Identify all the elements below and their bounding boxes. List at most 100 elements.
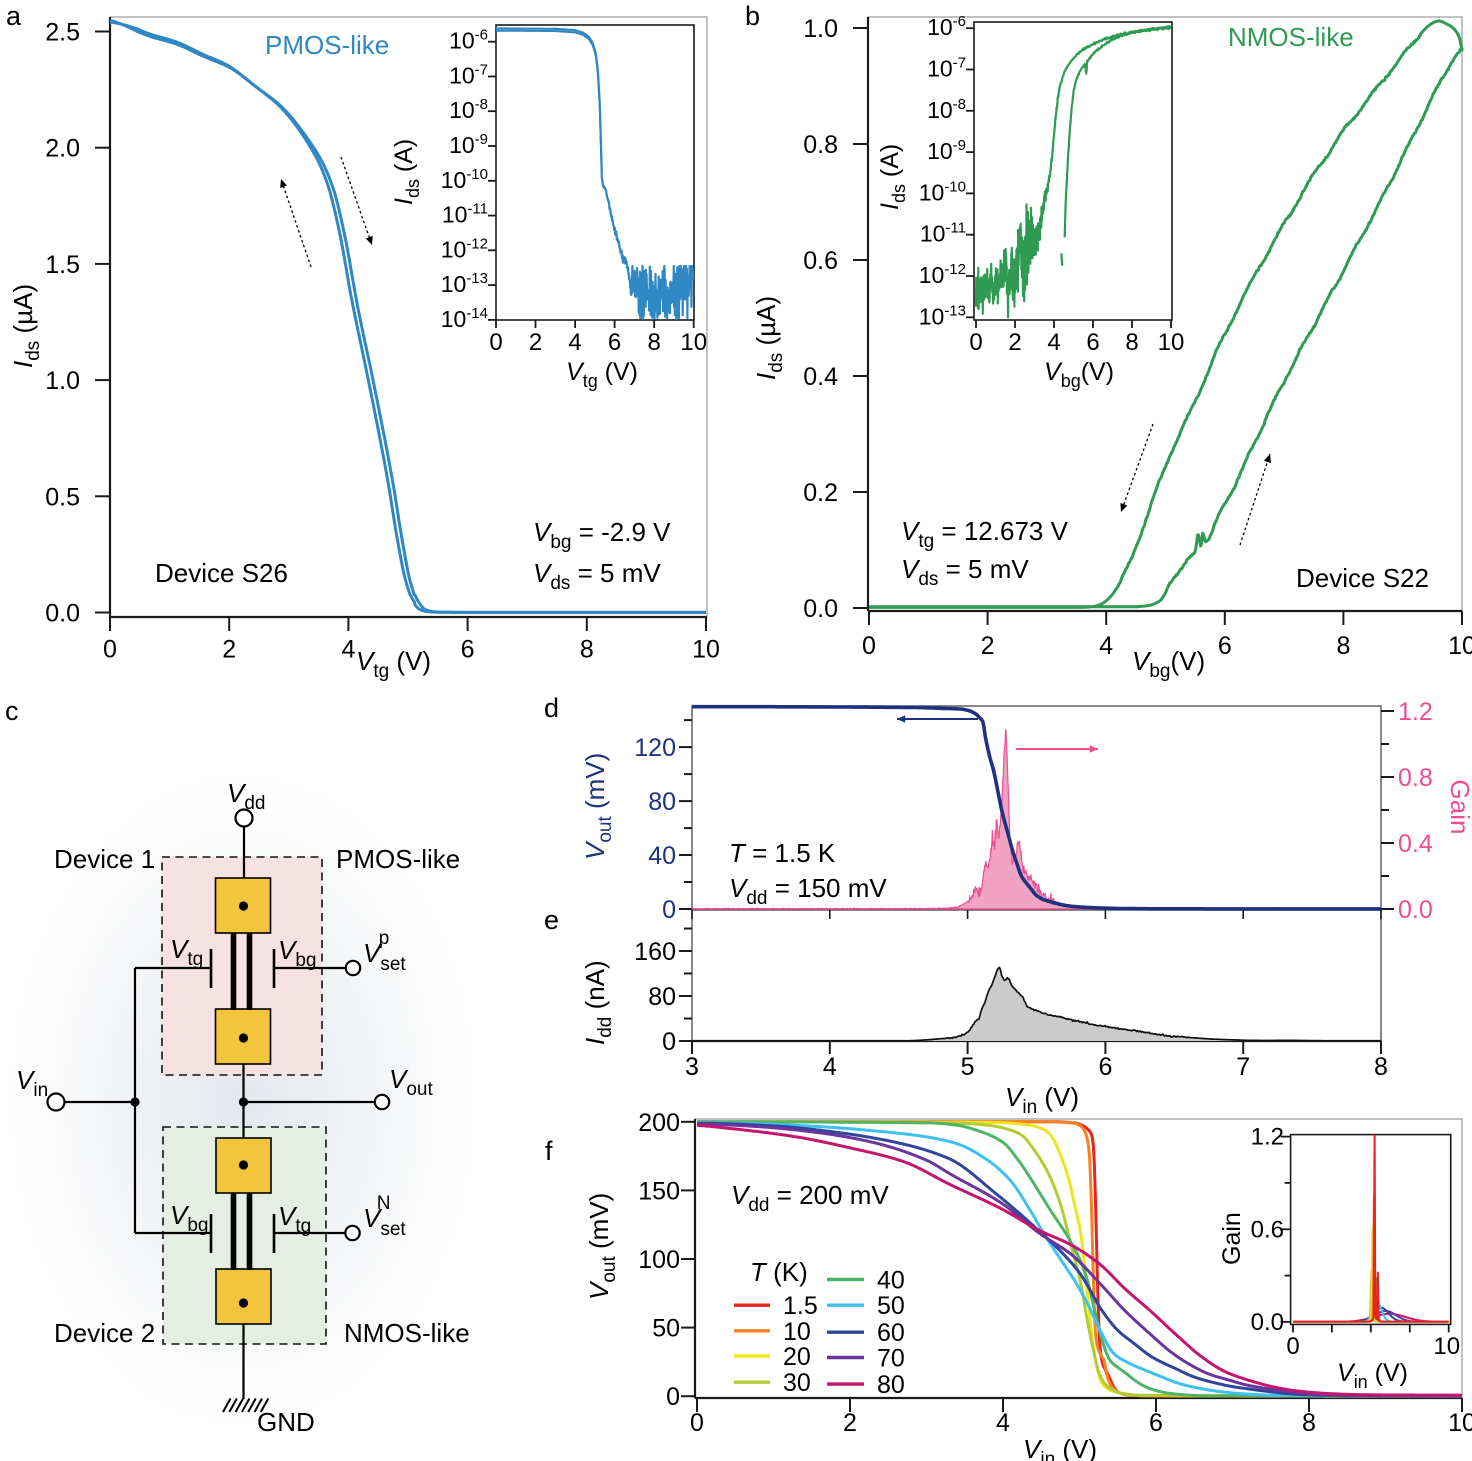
svg-text:d: d bbox=[544, 693, 559, 723]
svg-text:Vtg: Vtg bbox=[278, 1201, 311, 1237]
svg-text:0: 0 bbox=[662, 896, 676, 924]
svg-text:Device S22: Device S22 bbox=[1296, 563, 1429, 593]
svg-text:Vtg = 12.673 V: Vtg = 12.673 V bbox=[901, 516, 1069, 552]
svg-text:0: 0 bbox=[662, 1028, 676, 1056]
svg-text:2.5: 2.5 bbox=[45, 19, 80, 47]
svg-text:Vtg: Vtg bbox=[170, 934, 203, 970]
svg-text:10: 10 bbox=[1448, 1409, 1472, 1437]
svg-text:Vdd = 150 mV: Vdd = 150 mV bbox=[729, 873, 887, 909]
svg-text:Vsetp: Vsetp bbox=[363, 928, 406, 975]
svg-text:8: 8 bbox=[648, 329, 661, 356]
svg-text:0: 0 bbox=[489, 329, 502, 356]
svg-text:4: 4 bbox=[568, 329, 581, 356]
svg-text:Vds = 5 mV: Vds = 5 mV bbox=[533, 558, 661, 594]
svg-text:6: 6 bbox=[1098, 1053, 1112, 1081]
svg-text:100: 100 bbox=[638, 1246, 680, 1274]
svg-text:Vbg: Vbg bbox=[170, 1200, 208, 1236]
svg-text:0: 0 bbox=[690, 1409, 704, 1437]
svg-text:160: 160 bbox=[634, 938, 676, 966]
svg-text:1.2: 1.2 bbox=[1398, 698, 1433, 726]
svg-text:f: f bbox=[545, 1136, 553, 1166]
svg-text:80: 80 bbox=[877, 1371, 905, 1399]
svg-text:10-9: 10-9 bbox=[449, 131, 488, 158]
svg-text:200: 200 bbox=[638, 1109, 680, 1137]
svg-text:0: 0 bbox=[862, 632, 876, 660]
svg-text:6: 6 bbox=[461, 636, 475, 664]
svg-text:Vtg (V): Vtg (V) bbox=[356, 646, 431, 682]
svg-text:Device 1: Device 1 bbox=[54, 844, 155, 874]
svg-text:Gain: Gain bbox=[1218, 1212, 1246, 1265]
svg-text:Vin (V): Vin (V) bbox=[1005, 1082, 1079, 1118]
svg-text:Idd (nA): Idd (nA) bbox=[580, 960, 616, 1045]
svg-text:Device 2: Device 2 bbox=[54, 1318, 155, 1348]
svg-text:2: 2 bbox=[1008, 329, 1021, 356]
svg-text:VsetN: VsetN bbox=[363, 1193, 406, 1240]
svg-text:0.4: 0.4 bbox=[1398, 830, 1433, 858]
svg-text:10-14: 10-14 bbox=[441, 305, 488, 332]
svg-text:Vout: Vout bbox=[389, 1064, 433, 1100]
svg-text:0.0: 0.0 bbox=[1251, 1309, 1284, 1336]
svg-text:7: 7 bbox=[1236, 1053, 1250, 1081]
svg-text:0.8: 0.8 bbox=[803, 131, 838, 159]
svg-text:Vbg(V): Vbg(V) bbox=[1044, 358, 1114, 391]
svg-text:T (K): T (K) bbox=[750, 1257, 808, 1287]
svg-text:60: 60 bbox=[877, 1319, 905, 1347]
svg-text:b: b bbox=[745, 1, 760, 31]
svg-text:10: 10 bbox=[680, 329, 707, 356]
svg-text:GND: GND bbox=[257, 1407, 315, 1437]
svg-text:10: 10 bbox=[1158, 329, 1185, 356]
svg-text:0.0: 0.0 bbox=[45, 600, 80, 628]
svg-text:1.2: 1.2 bbox=[1251, 1124, 1284, 1151]
svg-text:8: 8 bbox=[1374, 1053, 1388, 1081]
svg-text:Vout (mV): Vout (mV) bbox=[584, 1193, 620, 1300]
svg-text:10-10: 10-10 bbox=[919, 178, 966, 205]
svg-text:40: 40 bbox=[648, 842, 676, 870]
svg-text:0.6: 0.6 bbox=[803, 247, 838, 275]
svg-text:Vin: Vin bbox=[16, 1065, 48, 1101]
svg-text:6: 6 bbox=[1149, 1409, 1163, 1437]
svg-text:Ids (µA): Ids (µA) bbox=[8, 284, 44, 368]
svg-text:2: 2 bbox=[222, 636, 236, 664]
svg-text:5: 5 bbox=[961, 1053, 975, 1081]
svg-text:T = 1.5 K: T = 1.5 K bbox=[729, 838, 836, 868]
svg-text:Vin (V): Vin (V) bbox=[1023, 1434, 1097, 1461]
svg-text:1.5: 1.5 bbox=[45, 251, 80, 279]
svg-text:0.0: 0.0 bbox=[1398, 896, 1433, 924]
svg-text:8: 8 bbox=[580, 636, 594, 664]
svg-text:0: 0 bbox=[1286, 1333, 1299, 1360]
svg-text:4: 4 bbox=[823, 1053, 837, 1081]
svg-text:Vdd = 200 mV: Vdd = 200 mV bbox=[731, 1180, 889, 1216]
svg-text:10: 10 bbox=[1448, 632, 1472, 660]
svg-text:Vtg (V): Vtg (V) bbox=[566, 358, 638, 391]
svg-text:a: a bbox=[6, 1, 22, 31]
svg-text:2: 2 bbox=[529, 329, 542, 356]
svg-text:0.0: 0.0 bbox=[803, 595, 838, 623]
svg-text:50: 50 bbox=[652, 1315, 680, 1343]
svg-text:0: 0 bbox=[666, 1383, 680, 1411]
svg-text:3: 3 bbox=[685, 1053, 699, 1081]
svg-text:Vout (mV): Vout (mV) bbox=[580, 753, 616, 860]
svg-text:Vds = 5 mV: Vds = 5 mV bbox=[901, 554, 1029, 590]
svg-text:1.5: 1.5 bbox=[783, 1292, 818, 1320]
svg-text:4: 4 bbox=[341, 636, 355, 664]
svg-text:50: 50 bbox=[877, 1292, 905, 1320]
svg-text:6: 6 bbox=[1218, 632, 1232, 660]
svg-text:0.4: 0.4 bbox=[803, 363, 838, 391]
svg-text:150: 150 bbox=[638, 1177, 680, 1205]
svg-text:e: e bbox=[544, 905, 559, 935]
svg-text:80: 80 bbox=[648, 983, 676, 1011]
svg-text:NMOS-like: NMOS-like bbox=[344, 1318, 470, 1348]
svg-text:Vdd: Vdd bbox=[227, 778, 265, 814]
svg-text:6: 6 bbox=[1086, 329, 1099, 356]
svg-text:c: c bbox=[5, 696, 19, 726]
svg-text:6: 6 bbox=[608, 329, 621, 356]
svg-text:4: 4 bbox=[1099, 632, 1113, 660]
svg-text:1.0: 1.0 bbox=[803, 15, 838, 43]
svg-text:10: 10 bbox=[783, 1318, 811, 1346]
svg-text:Vin (V): Vin (V) bbox=[1337, 1359, 1408, 1392]
svg-text:10: 10 bbox=[1433, 1333, 1460, 1360]
svg-text:0.8: 0.8 bbox=[1398, 764, 1433, 792]
svg-text:8: 8 bbox=[1302, 1409, 1316, 1437]
svg-text:20: 20 bbox=[783, 1343, 811, 1371]
svg-text:Vbg = -2.9 V: Vbg = -2.9 V bbox=[533, 517, 671, 553]
